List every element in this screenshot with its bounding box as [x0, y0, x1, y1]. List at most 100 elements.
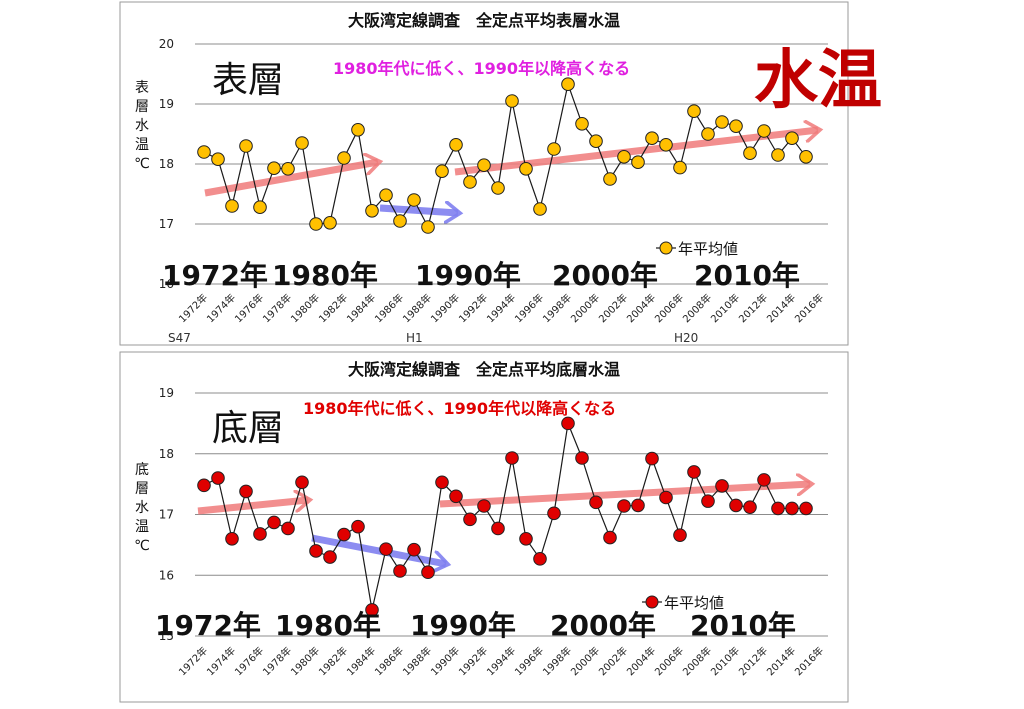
legend: 年平均値 [656, 240, 738, 258]
data-point [743, 500, 757, 515]
data-point [281, 521, 295, 536]
data-point [701, 127, 715, 141]
y-tick-label: 18 [159, 447, 174, 461]
data-point [617, 150, 631, 164]
era-label: H1 [406, 331, 423, 345]
data-point [435, 164, 449, 178]
big-label: 水温 [754, 44, 882, 118]
data-point [785, 501, 799, 516]
decade-label: 1980年 [275, 609, 381, 642]
decade-label: 2000年 [552, 259, 658, 292]
data-point [351, 123, 365, 137]
era-label: S47 [168, 331, 191, 345]
surface-temperature-chart: 大阪湾定線調査 全定点平均表層水温 20 19 18 17 16 表層水温 ℃ 表層 19… [119, 1, 849, 346]
data-point [211, 471, 225, 485]
data-point [267, 161, 281, 175]
data-point [659, 138, 673, 152]
data-point [603, 172, 617, 186]
data-point [701, 494, 715, 508]
data-point [561, 77, 575, 91]
y-axis-label-char: 底 [135, 462, 149, 478]
decade-labels: 1972年 1980年 1990年 2000年 2010年 [155, 609, 796, 642]
data-point [729, 498, 743, 513]
data-point [715, 479, 729, 493]
data-point [225, 199, 239, 213]
y-tick-label: 16 [159, 277, 174, 291]
data-point [239, 484, 253, 499]
data-point [533, 202, 547, 216]
era-label: H20 [674, 331, 698, 345]
data-point [463, 512, 477, 527]
data-point [253, 200, 267, 214]
data-point [337, 151, 351, 165]
decade-label: 2010年 [690, 609, 796, 642]
legend-marker [659, 241, 673, 255]
data-point [659, 490, 673, 505]
data-point [351, 519, 365, 534]
decade-label: 1990年 [415, 259, 521, 292]
data-point [715, 115, 729, 129]
annotation-text: 1980年代に低く、1990年以降高くなる [333, 59, 630, 78]
data-point [603, 530, 617, 545]
y-axis-label: 表層水温 ℃ [134, 80, 150, 172]
decade-label: 1980年 [272, 259, 378, 292]
y-axis-label-char: 表 [135, 80, 149, 96]
panel-label: 底層 [212, 408, 284, 449]
data-point [323, 216, 337, 230]
y-axis-label-char: 層 [135, 481, 149, 497]
decade-label: 1990年 [410, 609, 516, 642]
chart-title: 大阪湾定線調査 全定点平均底層水温 [348, 360, 620, 379]
data-point [225, 532, 239, 546]
y-tick-labels: 19 18 17 16 15 [159, 386, 174, 643]
chart-frame [119, 351, 849, 703]
data-point [519, 532, 533, 546]
legend-label: 年平均値 [678, 240, 738, 258]
data-point [365, 204, 379, 218]
data-point [309, 544, 323, 558]
y-tick-label: 17 [159, 217, 174, 231]
data-point [505, 94, 519, 108]
data-point [575, 451, 589, 465]
data-point [393, 214, 407, 228]
legend-label: 年平均値 [664, 594, 724, 612]
trend-arrow-1972-1980 [197, 500, 308, 515]
decade-label: 2000年 [550, 609, 656, 642]
decade-labels: 1972年 1980年 1990年 2000年 2010年 [162, 259, 800, 292]
chart-title: 大阪湾定線調査 全定点平均表層水温 [348, 11, 620, 30]
data-point [631, 498, 645, 513]
data-point [449, 138, 463, 152]
data-point [421, 565, 435, 580]
bottom-temperature-chart: 大阪湾定線調査 全定点平均底層水温 19 18 17 16 15 底層水温 ℃ 底層 19… [119, 351, 849, 703]
y-axis-label-char: 水 [135, 500, 149, 516]
data-point [645, 131, 659, 145]
data-point [267, 515, 281, 530]
data-point [631, 155, 645, 169]
data-point [673, 160, 687, 175]
y-tick-label: 15 [159, 629, 174, 643]
annotation-text: 1980年代に低く、1990年代以降高くなる [303, 399, 616, 418]
data-point [253, 527, 267, 541]
trend-arrow-1972-1980 [204, 162, 378, 197]
data-point [673, 528, 687, 542]
data-point [463, 175, 477, 189]
y-tick-label: 19 [159, 97, 174, 111]
data-point [729, 119, 743, 133]
decade-label: 2010年 [694, 259, 800, 292]
data-point [421, 220, 435, 234]
data-point [477, 158, 491, 172]
data-point [617, 499, 631, 513]
data-point [379, 542, 393, 556]
trend-arrow-1980s [311, 534, 446, 564]
legend-marker [645, 595, 659, 609]
chart-frame [119, 1, 849, 346]
trend-arrow-1990-onward [454, 130, 818, 176]
data-point [281, 162, 295, 176]
data-point [533, 552, 547, 566]
data-point [757, 473, 771, 487]
data-point [477, 499, 491, 513]
data-point [323, 550, 337, 564]
y-axis-label: 底層水温 ℃ [134, 462, 150, 554]
data-point [435, 475, 449, 490]
trend-arrow-1990-onward [439, 484, 810, 508]
